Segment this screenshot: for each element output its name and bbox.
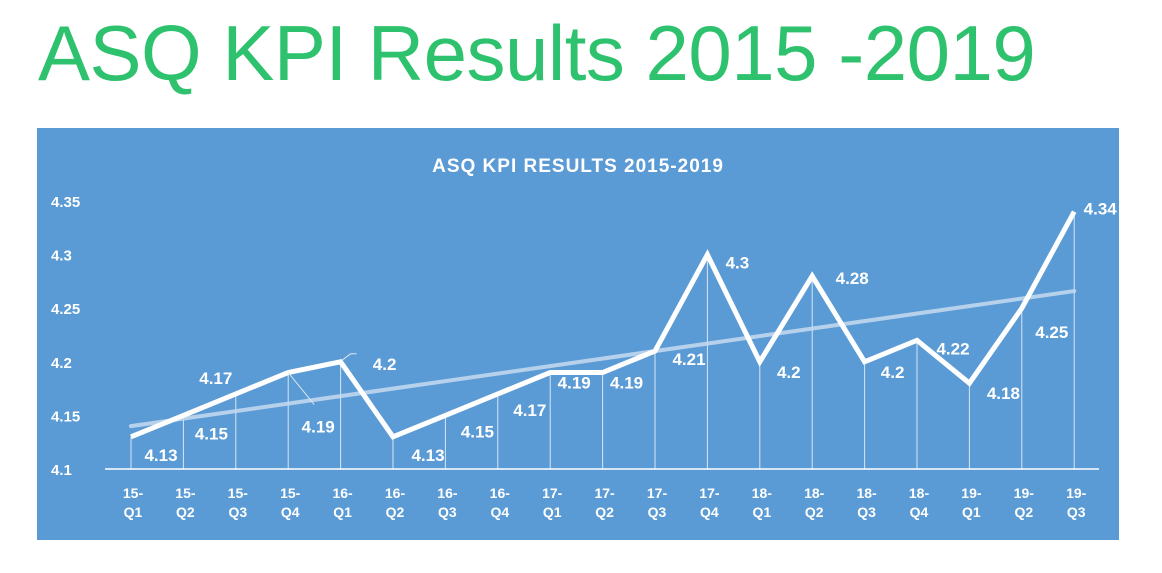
data-label: 4.34 xyxy=(1084,200,1118,219)
data-label: 4.17 xyxy=(199,369,232,388)
chart-panel: ASQ KPI RESULTS 2015-2019 4.1 4.15 4.2 4.25… xyxy=(37,128,1119,540)
leader-line xyxy=(342,353,357,361)
y-tick-label: 4.35 xyxy=(51,194,80,211)
x-tick-label: 15-Q1 xyxy=(123,485,144,520)
data-label: 4.15 xyxy=(461,422,494,441)
data-label: 4.3 xyxy=(726,254,750,273)
data-label: 4.2 xyxy=(777,363,801,382)
x-tick-label: 17-Q2 xyxy=(594,485,615,520)
data-label: 4.2 xyxy=(373,355,397,374)
x-tick-label: 16-Q2 xyxy=(385,485,406,520)
data-label: 4.15 xyxy=(195,424,228,443)
y-tick-label: 4.25 xyxy=(51,301,80,318)
data-label: 4.17 xyxy=(513,401,546,420)
data-label: 4.28 xyxy=(836,269,869,288)
data-label: 4.19 xyxy=(302,418,335,437)
x-tick-label: 17-Q1 xyxy=(542,485,563,520)
data-label: 4.19 xyxy=(610,374,643,393)
y-axis-tick-labels: 4.1 4.15 4.2 4.25 4.3 4.35 xyxy=(51,194,80,479)
x-tick-label: 18-Q2 xyxy=(804,485,825,520)
data-label: 4.19 xyxy=(558,374,591,393)
x-tick-label: 16-Q4 xyxy=(490,485,511,520)
page-title: ASQ KPI Results 2015 -2019 xyxy=(38,9,1036,97)
x-tick-label: 16-Q3 xyxy=(437,485,458,520)
x-tick-label: 19-Q3 xyxy=(1066,485,1087,520)
leader-line xyxy=(287,372,315,405)
data-label: 4.22 xyxy=(936,339,969,358)
x-tick-label: 17-Q3 xyxy=(647,485,668,520)
chart-title: ASQ KPI RESULTS 2015-2019 xyxy=(432,156,724,177)
x-tick-label: 15-Q3 xyxy=(228,485,249,520)
data-label: 4.13 xyxy=(411,446,444,465)
x-tick-label: 18-Q1 xyxy=(752,485,773,520)
y-tick-label: 4.2 xyxy=(51,355,72,372)
y-tick-label: 4.3 xyxy=(51,248,72,265)
data-label: 4.25 xyxy=(1035,323,1068,342)
x-tick-label: 16-Q1 xyxy=(332,485,353,520)
x-tick-label: 18-Q4 xyxy=(909,485,930,520)
drop-lines xyxy=(130,211,1075,469)
chart-background xyxy=(37,128,1119,540)
trend-line xyxy=(129,289,1077,429)
x-tick-label: 15-Q2 xyxy=(175,485,196,520)
data-label: 4.18 xyxy=(987,384,1020,403)
x-tick-label: 19-Q1 xyxy=(961,485,982,520)
x-tick-label: 17-Q4 xyxy=(699,485,720,520)
data-label: 4.13 xyxy=(144,446,177,465)
x-tick-label: 15-Q4 xyxy=(280,485,301,520)
x-axis-tick-labels: 15-Q1 15-Q2 15-Q3 15-Q4 16-Q1 16-Q2 16-Q3 16-Q4… xyxy=(123,485,1087,520)
label-leader-lines xyxy=(287,353,357,405)
x-tick-label: 19-Q2 xyxy=(1014,485,1035,520)
y-tick-label: 4.15 xyxy=(51,408,80,425)
data-label: 4.2 xyxy=(881,363,905,382)
data-label: 4.21 xyxy=(672,350,705,369)
x-tick-label: 18-Q3 xyxy=(856,485,877,520)
data-labels: 4.13 4.15 4.17 4.19 4.2 4.13 4.15 4.17 4.19 4.19 4… xyxy=(144,200,1117,465)
y-tick-label: 4.1 xyxy=(51,462,72,479)
kpi-line-chart: ASQ KPI RESULTS 2015-2019 4.1 4.15 4.2 4.25… xyxy=(37,128,1119,540)
